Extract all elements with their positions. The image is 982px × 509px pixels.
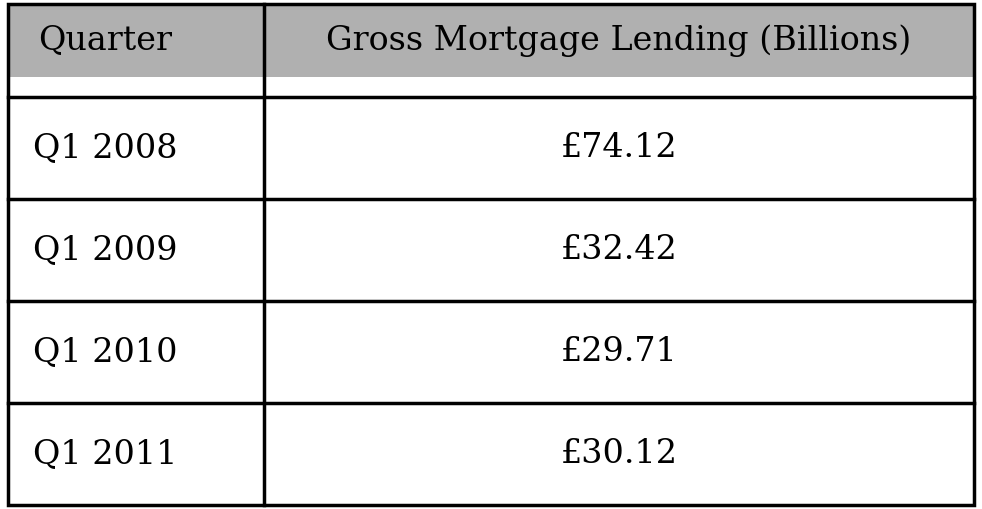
Text: £29.71: £29.71: [561, 336, 678, 368]
Bar: [8, 199, 264, 301]
Bar: [8, 4, 264, 77]
Text: Quarter: Quarter: [38, 24, 173, 56]
Bar: [8, 403, 264, 505]
Bar: [264, 97, 974, 199]
Text: Gross Mortgage Lending (Billions): Gross Mortgage Lending (Billions): [326, 24, 911, 56]
Text: £74.12: £74.12: [561, 132, 678, 164]
Text: £32.42: £32.42: [561, 234, 678, 266]
Bar: [8, 77, 264, 97]
Text: £30.12: £30.12: [561, 438, 678, 470]
Bar: [264, 403, 974, 505]
Bar: [8, 301, 264, 403]
Bar: [264, 199, 974, 301]
Bar: [8, 97, 264, 199]
Text: Q1 2009: Q1 2009: [33, 234, 178, 266]
Bar: [264, 4, 974, 77]
Text: Q1 2010: Q1 2010: [33, 336, 178, 368]
Bar: [264, 77, 974, 97]
Text: Q1 2008: Q1 2008: [33, 132, 178, 164]
Text: Q1 2011: Q1 2011: [33, 438, 178, 470]
Bar: [264, 301, 974, 403]
